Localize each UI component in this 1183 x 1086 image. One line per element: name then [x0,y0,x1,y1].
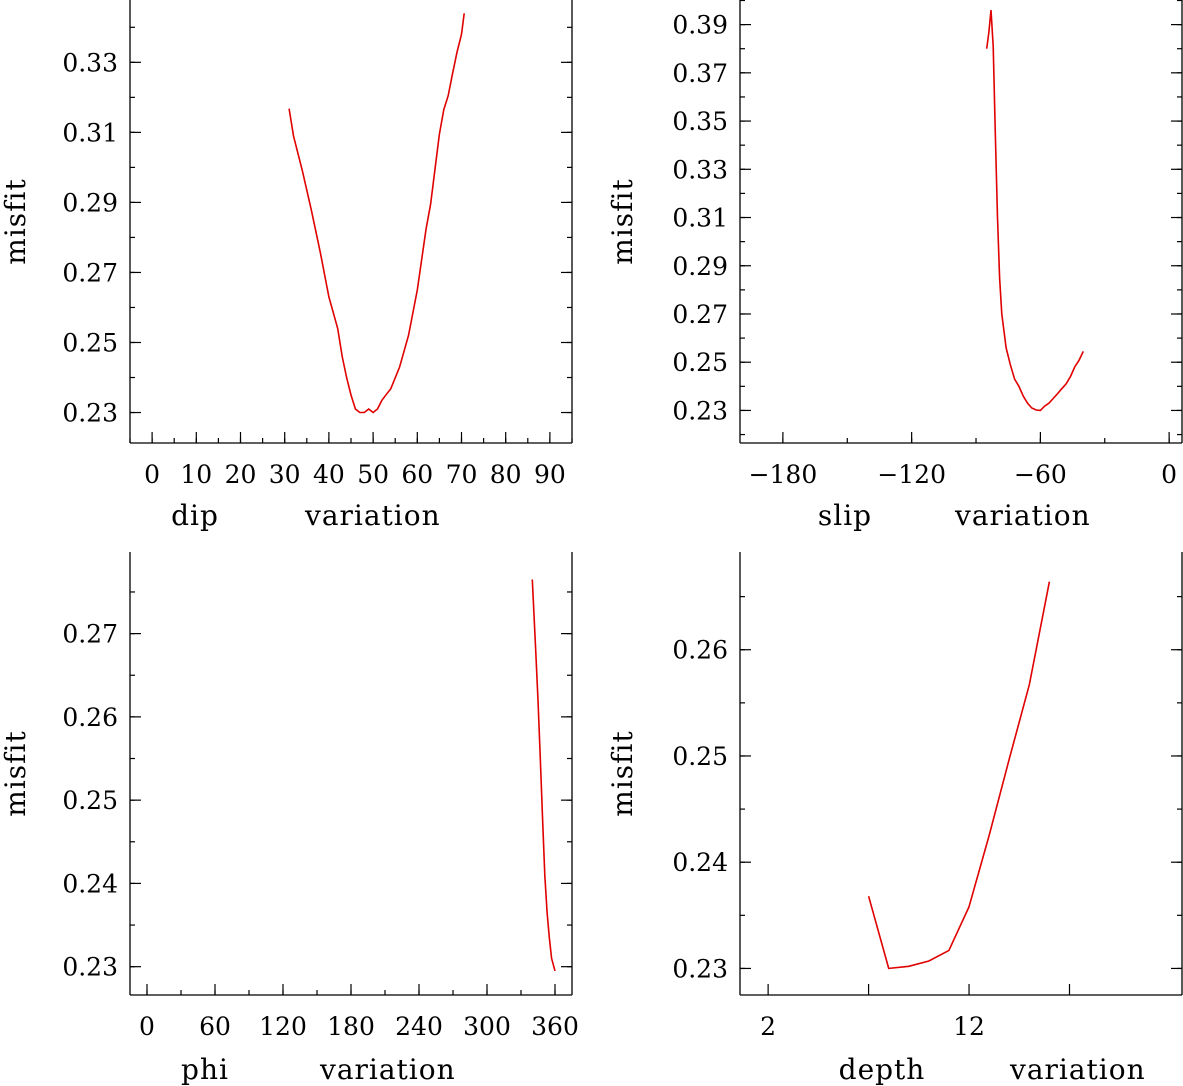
series-line-misfit [288,13,465,414]
x-axis-label-name: phi [181,1053,229,1086]
series-line-misfit [531,579,556,972]
series-line-misfit [867,581,1051,970]
x-tick-label: 60 [199,1012,231,1041]
x-tick-label: 40 [313,460,345,489]
x-tick-label: 2 [760,1012,776,1041]
y-tick-label: 0.27 [672,300,728,329]
y-axis-label: misfit [0,730,32,816]
x-tick-label: 50 [357,460,389,489]
x-tick-label: −180 [749,460,818,489]
y-tick-label: 0.23 [672,396,728,425]
y-tick-label: 0.23 [62,953,118,982]
panel-dip: 0.23 0.25 0.27 0.29 0.31 0.33 0 10 20 30 40 50 60 70 8… [0,0,573,532]
x-tick-label: 0 [144,460,160,489]
x-tick-label: 90 [534,460,566,489]
y-tick-label: 0.25 [672,742,728,771]
x-axis-label-name: dip [171,499,219,532]
y-tick-label: 0.23 [672,954,728,983]
panel-slip: 0.23 0.25 0.27 0.29 0.31 0.33 0.35 0.37 0.39 −180… [606,0,1183,532]
x-axis-label-variation: variation [1009,1053,1146,1086]
x-tick-label: −120 [877,460,946,489]
y-tick-label: 0.31 [62,118,118,147]
y-tick-label: 0.25 [62,328,118,357]
y-tick-label: 0.35 [672,107,728,136]
x-tick-label: 70 [446,460,478,489]
x-tick-label: 240 [395,1012,443,1041]
panel-phi: 0.23 0.24 0.25 0.26 0.27 0 60 120 180 240 300 360 ph… [0,552,579,1086]
y-axis-label: misfit [606,730,639,816]
x-axis-label-name: depth [839,1053,926,1086]
x-tick-label: 12 [953,1012,985,1041]
x-tick-label: 10 [180,460,212,489]
x-tick-label: −60 [1014,460,1067,489]
y-tick-label: 0.39 [672,11,728,40]
y-tick-label: 0.25 [672,348,728,377]
y-tick-label: 0.24 [62,869,118,898]
y-tick-label: 0.33 [672,155,728,184]
y-tick-label: 0.27 [62,258,118,287]
panel-depth: 0.23 0.24 0.25 0.26 2 12 depth variation misfit [606,552,1183,1086]
y-tick-label: 0.31 [672,204,728,233]
y-tick-label: 0.26 [672,636,728,665]
y-axis-label: misfit [606,178,639,264]
x-tick-label: 360 [531,1012,579,1041]
x-tick-label: 0 [1161,460,1177,489]
x-tick-label: 80 [490,460,522,489]
y-tick-label: 0.25 [62,786,118,815]
x-axis-label-variation: variation [304,499,441,532]
x-tick-label: 120 [259,1012,307,1041]
x-axis-label-name: slip [818,499,872,532]
x-axis-label-variation: variation [954,499,1091,532]
y-tick-label: 0.23 [62,399,118,428]
x-tick-label: 20 [225,460,257,489]
x-tick-label: 0 [139,1012,155,1041]
x-axis-label-variation: variation [319,1053,456,1086]
x-tick-label: 300 [463,1012,511,1041]
x-tick-label: 60 [401,460,433,489]
y-tick-label: 0.29 [62,188,118,217]
x-tick-label: 180 [327,1012,375,1041]
y-tick-label: 0.33 [62,48,118,77]
y-tick-label: 0.24 [672,848,728,877]
y-tick-label: 0.26 [62,703,118,732]
y-tick-label: 0.29 [672,252,728,281]
series-line-misfit [985,10,1085,412]
y-tick-label: 0.37 [672,59,728,88]
y-tick-label: 0.27 [62,620,118,649]
x-tick-label: 30 [269,460,301,489]
y-axis-label: misfit [0,178,32,264]
